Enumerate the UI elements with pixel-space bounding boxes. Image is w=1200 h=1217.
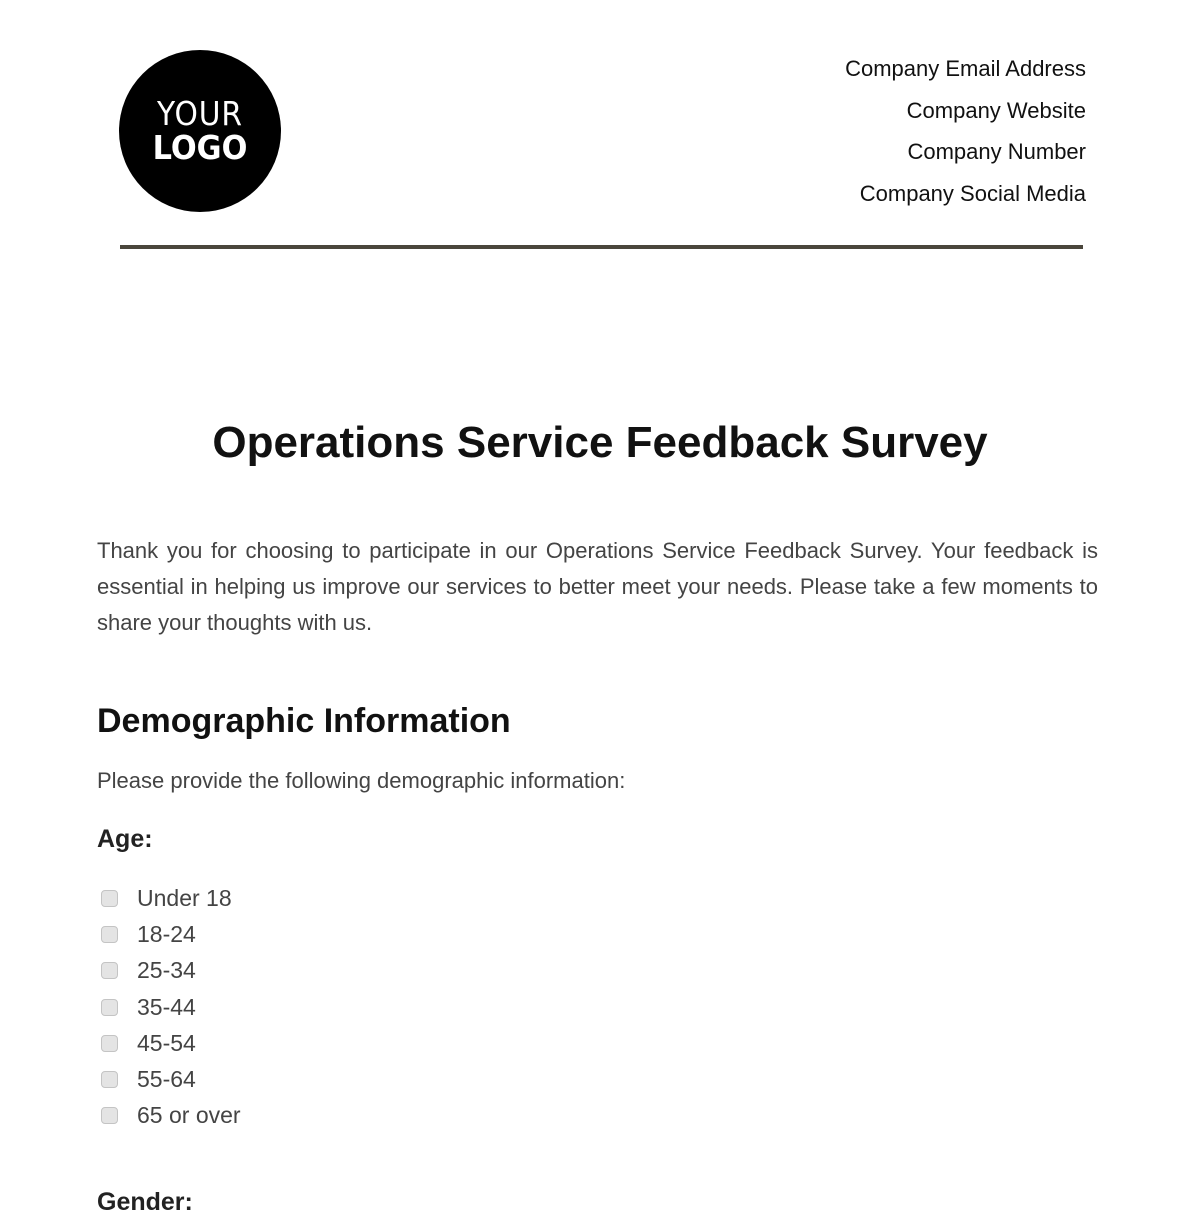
age-label: Age: <box>97 825 153 853</box>
page-title: Operations Service Feedback Survey <box>212 418 988 467</box>
age-option[interactable]: 65 or over <box>101 1098 241 1134</box>
age-option[interactable]: 45-54 <box>101 1025 241 1061</box>
option-label: Under 18 <box>137 884 232 911</box>
company-social-media: Company Social Media <box>859 181 1086 207</box>
option-label: 35-44 <box>137 993 196 1020</box>
age-options: Under 18 18-24 25-34 35-44 45-54 55-64 6… <box>101 880 241 1134</box>
age-option[interactable]: 25-34 <box>101 953 241 989</box>
company-contact-info: Company Email Address Company Website Co… <box>845 54 1086 221</box>
age-option[interactable]: Under 18 <box>101 880 241 916</box>
checkbox[interactable] <box>101 1034 118 1052</box>
option-label: 65 or over <box>137 1102 241 1129</box>
age-option[interactable]: 18-24 <box>101 916 241 952</box>
section-heading: Demographic Information <box>97 702 511 740</box>
option-label: 18-24 <box>137 920 196 947</box>
company-email: Company Email Address <box>845 56 1086 81</box>
age-option[interactable]: 55-64 <box>101 1061 241 1097</box>
option-label: 55-64 <box>137 1066 196 1093</box>
logo-text-your: YOUR <box>157 94 243 133</box>
logo-text-logo: LOGO <box>152 128 248 167</box>
checkbox[interactable] <box>101 1107 118 1125</box>
checkbox[interactable] <box>101 962 118 980</box>
company-logo: YOUR LOGO <box>119 50 281 212</box>
age-option[interactable]: 35-44 <box>101 989 241 1025</box>
header-divider <box>120 245 1083 249</box>
intro-paragraph: Thank you for choosing to participate in… <box>97 538 1098 635</box>
gender-label: Gender: <box>97 1188 193 1216</box>
checkbox[interactable] <box>101 1071 118 1089</box>
section-subtext: Please provide the following demographic… <box>97 768 626 793</box>
checkbox[interactable] <box>101 925 118 943</box>
option-label: 45-54 <box>137 1029 196 1056</box>
checkbox[interactable] <box>101 889 118 907</box>
option-label: 25-34 <box>137 957 196 984</box>
company-website: Company Website <box>906 97 1086 123</box>
company-number: Company Number <box>907 139 1086 165</box>
checkbox[interactable] <box>101 998 118 1016</box>
